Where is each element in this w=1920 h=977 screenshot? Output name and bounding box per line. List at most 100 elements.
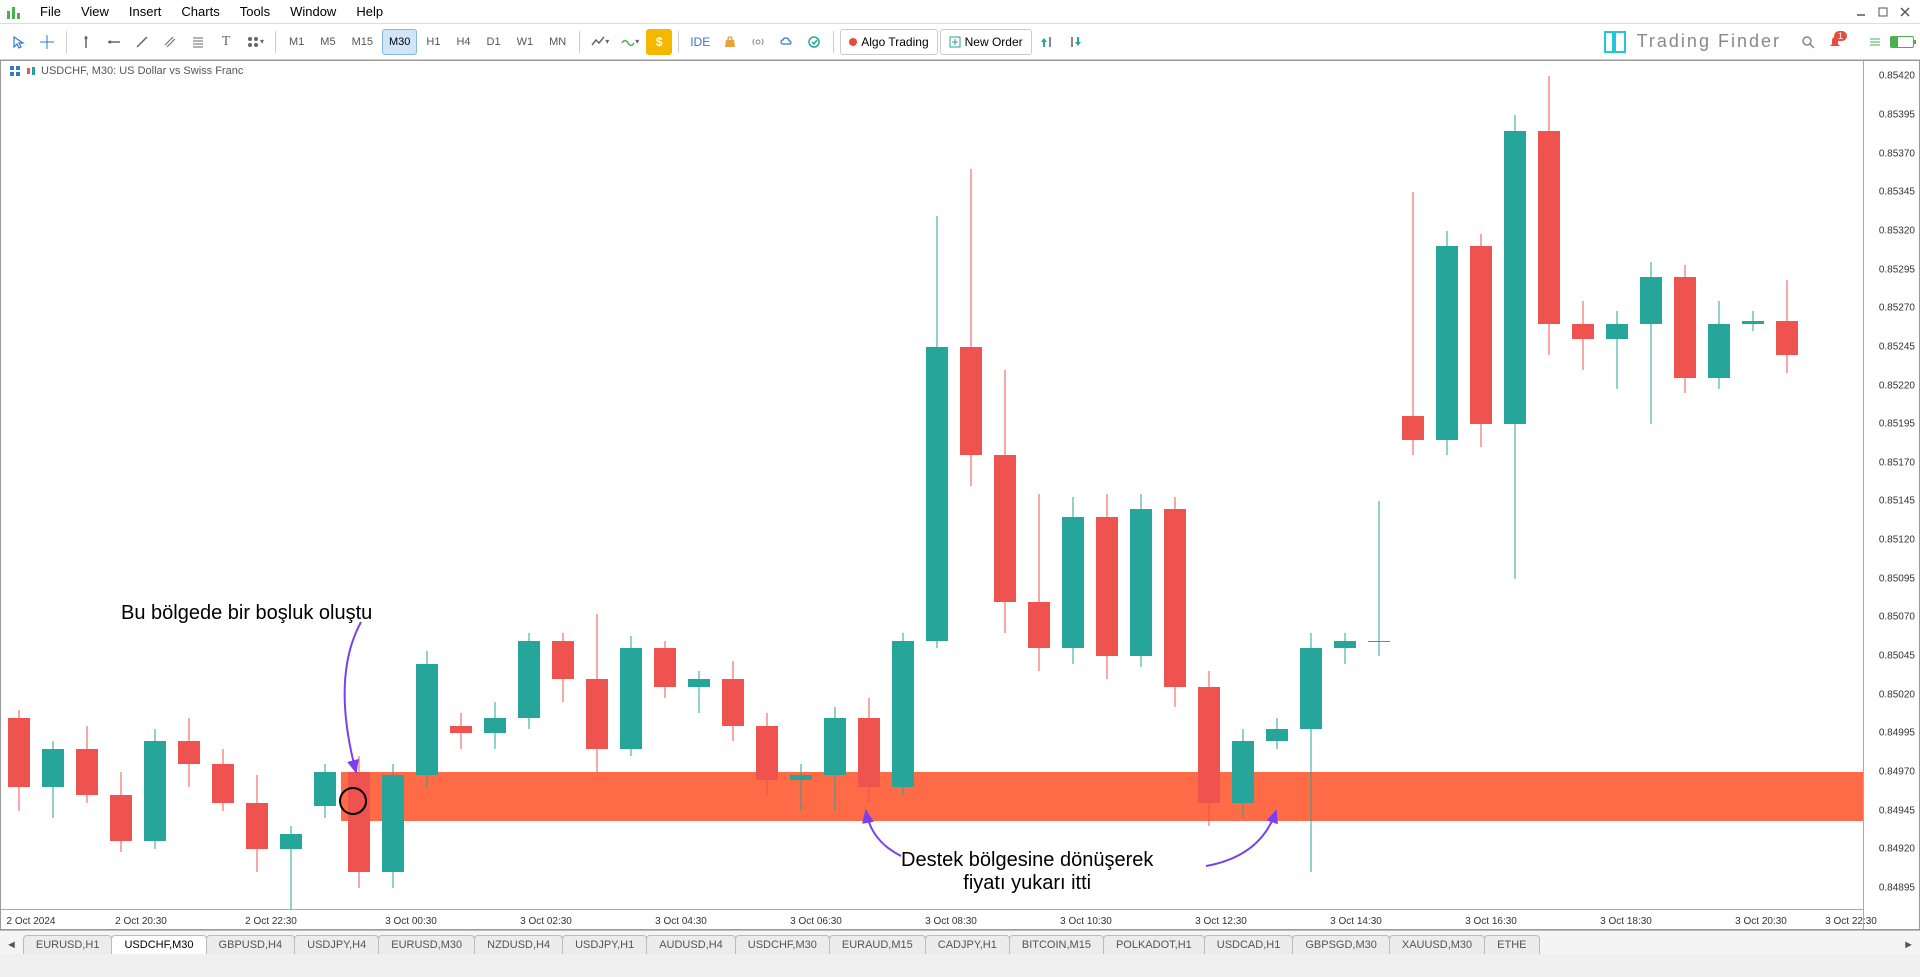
symbol-tab[interactable]: GBPSGD,M30 [1292,935,1390,954]
vline-tool[interactable] [73,29,99,55]
symbol-tab[interactable]: EURUSD,H1 [23,935,113,954]
candle [280,61,302,911]
fibonacci-tool[interactable] [185,29,211,55]
symbol-tab[interactable]: CADJPY,H1 [925,935,1010,954]
candle [1232,61,1254,911]
hline-tool[interactable] [101,29,127,55]
vps-icon[interactable] [801,29,827,55]
candle-icon [25,65,37,77]
candle [756,61,778,911]
trendline-tool[interactable] [129,29,155,55]
candle [1266,61,1288,911]
symbol-tab[interactable]: POLKADOT,H1 [1103,935,1205,954]
y-tick: 0.84995 [1879,728,1915,739]
y-tick: 0.84920 [1879,844,1915,855]
menu-charts[interactable]: Charts [171,4,229,19]
menu-view[interactable]: View [71,4,119,19]
menu-file[interactable]: File [30,4,71,19]
candle [1606,61,1628,911]
ide-button[interactable]: IDE [685,29,715,55]
candle [212,61,234,911]
symbol-tab[interactable]: XAUUSD,M30 [1389,935,1485,954]
x-tick: 3 Oct 04:30 [655,916,707,927]
notification-icon[interactable]: 1 [1823,29,1860,55]
tab-nav-prev[interactable]: ◄ [0,936,23,954]
tab-nav-next[interactable]: ► [1897,936,1920,954]
menu-bar: FileViewInsertChartsToolsWindowHelp [0,0,1920,24]
timeframe-H4[interactable]: H4 [449,29,477,55]
timeframe-W1[interactable]: W1 [510,29,541,55]
crosshair-tool[interactable] [34,29,60,55]
symbol-tab[interactable]: EURAUD,M15 [829,935,926,954]
algo-trading-toggle[interactable]: Algo Trading [840,29,937,55]
candle [552,61,574,911]
candle [1198,61,1220,911]
search-icon[interactable] [1795,29,1821,55]
timeframe-M5[interactable]: M5 [313,29,342,55]
y-axis: 0.854200.853950.853700.853450.853200.852… [1863,61,1919,929]
maximize-button[interactable] [1874,3,1892,21]
symbol-tab[interactable]: GBPUSD,H4 [206,935,296,954]
algo-label: Algo Trading [861,35,928,49]
candle [1742,61,1764,911]
minimize-button[interactable] [1852,3,1870,21]
symbol-tab[interactable]: USDJPY,H4 [294,935,379,954]
y-tick: 0.85395 [1879,110,1915,121]
symbol-tab[interactable]: AUDUSD,H4 [646,935,736,954]
timeframe-MN[interactable]: MN [542,29,573,55]
symbol-tab[interactable]: USDCHF,M30 [735,935,830,954]
toolbar: T ▾ M1M5M15M30H1H4D1W1MN ▾ ▾ $ IDE Algo … [0,24,1920,60]
chart-type-dropdown[interactable]: ▾ [586,29,614,55]
candle [1062,61,1084,911]
signal-icon[interactable] [745,29,771,55]
candle [1538,61,1560,911]
chart-title: USDCHF, M30: US Dollar vs Swiss Franc [41,65,243,77]
y-tick: 0.85270 [1879,303,1915,314]
symbol-tab[interactable]: ETHE [1484,935,1539,954]
dollar-icon[interactable]: $ [646,29,672,55]
timeframe-M1[interactable]: M1 [282,29,311,55]
candle [450,61,472,911]
level-icon[interactable] [1862,29,1888,55]
menu-help[interactable]: Help [346,4,393,19]
symbol-tab[interactable]: USDJPY,H1 [562,935,647,954]
objects-tool[interactable]: ▾ [241,29,269,55]
symbol-tab[interactable]: EURUSD,M30 [378,935,475,954]
menu-insert[interactable]: Insert [119,4,172,19]
candle [858,61,880,911]
menu-window[interactable]: Window [280,4,346,19]
x-tick: 3 Oct 14:30 [1330,916,1382,927]
candle [1708,61,1730,911]
brand-logo: Trading Finder [1601,28,1781,56]
x-tick: 3 Oct 02:30 [520,916,572,927]
y-tick: 0.84970 [1879,766,1915,777]
y-tick: 0.85145 [1879,496,1915,507]
close-button[interactable] [1896,3,1914,21]
symbol-tab[interactable]: USDCAD,H1 [1204,935,1294,954]
candle [1164,61,1186,911]
candle [1130,61,1152,911]
trading-finder-icon [1601,28,1629,56]
timeframe-M15[interactable]: M15 [345,29,380,55]
symbol-tab[interactable]: NZDUSD,H4 [474,935,563,954]
symbol-tab[interactable]: USDCHF,M30 [111,935,206,954]
candle [994,61,1016,911]
channel-tool[interactable] [157,29,183,55]
market-icon[interactable] [717,29,743,55]
cloud-icon[interactable] [773,29,799,55]
buy-icon[interactable] [1034,29,1060,55]
candle [1334,61,1356,911]
menu-tools[interactable]: Tools [230,4,280,19]
timeframe-D1[interactable]: D1 [480,29,508,55]
notif-badge: 1 [1834,31,1847,41]
chart-area[interactable]: USDCHF, M30: US Dollar vs Swiss Franc Bu… [0,60,1920,930]
indicators-dropdown[interactable]: ▾ [616,29,644,55]
cursor-tool[interactable] [6,29,32,55]
new-order-button[interactable]: New Order [940,29,1032,55]
chart-plot[interactable]: Bu bölgede bir boşluk oluştuDestek bölge… [1,61,1863,909]
symbol-tab[interactable]: BITCOIN,M15 [1009,935,1104,954]
text-tool[interactable]: T [213,29,239,55]
timeframe-M30[interactable]: M30 [382,29,417,55]
timeframe-H1[interactable]: H1 [419,29,447,55]
sell-icon[interactable] [1062,29,1088,55]
